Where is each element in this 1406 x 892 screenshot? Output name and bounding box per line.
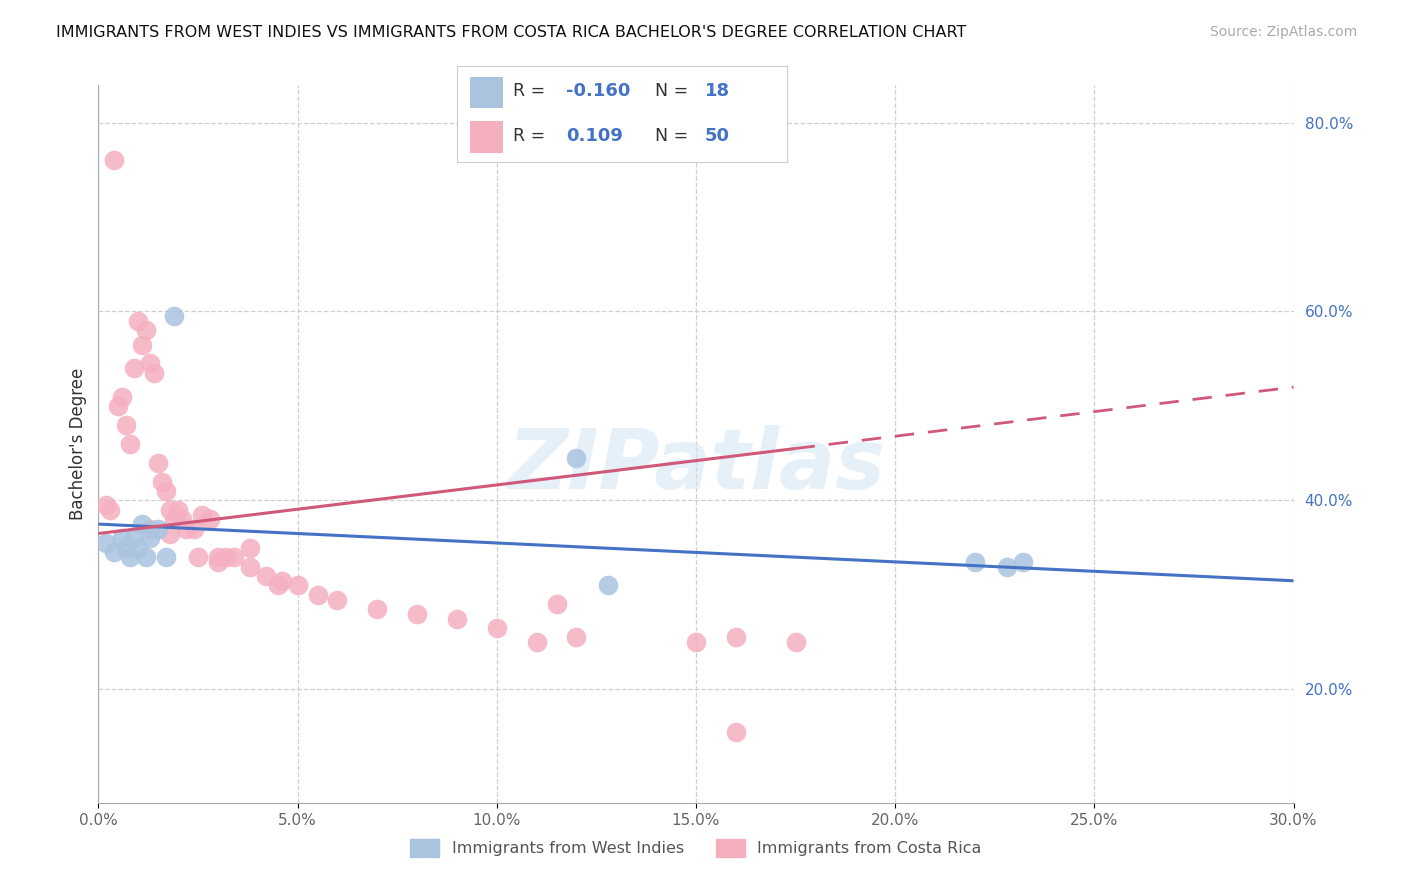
Text: N =: N = [655,82,695,100]
Point [163,512,186,526]
Point [366,602,388,616]
Point [174,522,197,536]
Point [124,361,146,376]
Point [159,526,181,541]
Point [167,503,190,517]
Point [1011,555,1033,569]
Point [150,475,173,489]
Legend: Immigrants from West Indies, Immigrants from Costa Rica: Immigrants from West Indies, Immigrants … [404,833,988,863]
Point [785,635,807,649]
Point [115,541,138,555]
Point [187,550,209,565]
Point [307,588,329,602]
Point [139,531,162,545]
Point [270,574,292,588]
Point [995,559,1018,574]
Point [120,436,142,450]
Point [685,635,707,649]
Point [96,498,118,512]
Point [254,569,277,583]
Point [135,323,157,337]
Text: R =: R = [513,128,551,145]
Point [115,417,138,432]
Point [120,550,142,565]
Point [191,508,214,522]
Point [565,450,588,465]
Point [148,522,170,536]
Point [546,598,568,612]
Point [107,399,129,413]
Text: R =: R = [513,82,551,100]
Point [172,512,194,526]
Point [131,517,153,532]
Point [111,390,134,404]
Point [155,483,177,498]
Point [239,559,262,574]
Point [103,153,125,168]
Point [127,541,149,555]
Point [207,550,229,565]
Point [96,536,118,550]
Point [724,725,747,739]
Point [222,550,245,565]
Point [485,621,508,635]
Point [446,611,468,625]
Point [139,522,162,536]
Point [598,578,620,592]
Text: 0.109: 0.109 [567,128,623,145]
Point [163,310,186,324]
Point [103,545,125,559]
Point [139,356,162,370]
Point [124,531,146,545]
Point [326,592,349,607]
FancyBboxPatch shape [470,121,503,153]
Point [148,456,170,470]
Point [127,314,149,328]
Y-axis label: Bachelor's Degree: Bachelor's Degree [69,368,87,520]
FancyBboxPatch shape [470,77,503,109]
Text: Source: ZipAtlas.com: Source: ZipAtlas.com [1209,25,1357,39]
Point [155,550,177,565]
Point [198,512,221,526]
Text: ZIPatlas: ZIPatlas [508,425,884,506]
Text: -0.160: -0.160 [567,82,630,100]
Point [183,522,205,536]
Point [98,503,122,517]
Point [111,531,134,545]
Point [215,550,238,565]
Point [724,631,747,645]
Text: IMMIGRANTS FROM WEST INDIES VS IMMIGRANTS FROM COSTA RICA BACHELOR'S DEGREE CORR: IMMIGRANTS FROM WEST INDIES VS IMMIGRANT… [56,25,966,40]
Point [159,503,181,517]
Point [143,366,166,380]
Point [207,555,229,569]
Point [526,635,548,649]
Point [131,337,153,351]
Point [406,607,429,621]
Point [287,578,309,592]
Text: 50: 50 [704,128,730,145]
Point [565,631,588,645]
Point [239,541,262,555]
Point [963,555,986,569]
Text: 18: 18 [704,82,730,100]
Text: N =: N = [655,128,695,145]
Point [267,578,290,592]
Point [135,550,157,565]
